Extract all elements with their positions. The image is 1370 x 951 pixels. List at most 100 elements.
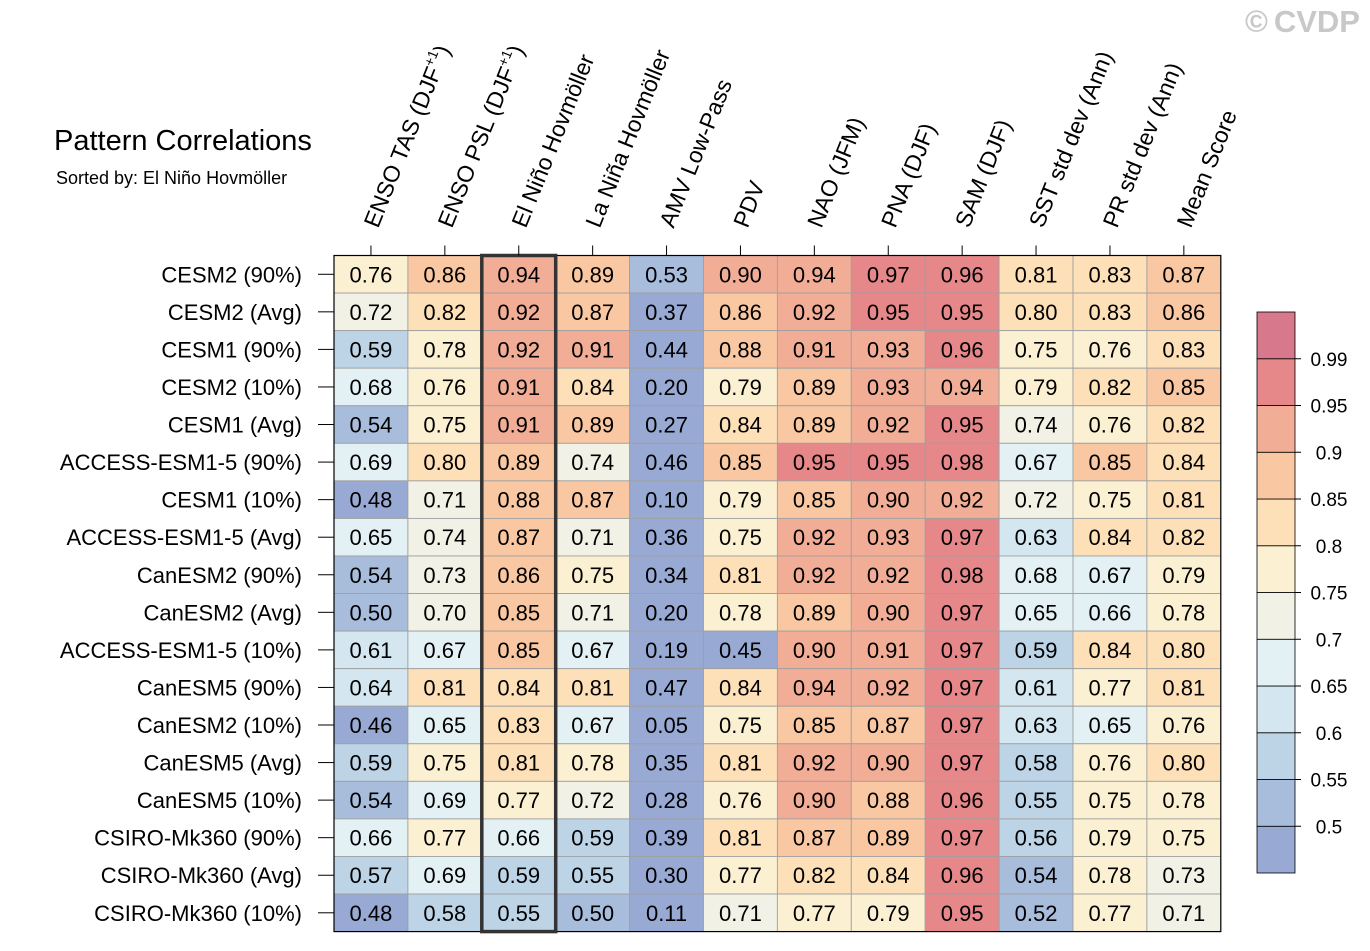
cell-value-label: 0.54 [1015,863,1058,888]
cell-value-label: 0.84 [867,863,910,888]
cell-value-label: 0.79 [867,901,910,926]
heatmap-cell [1146,818,1222,857]
heatmap-cell [998,330,1074,369]
colorbar-swatch [1256,405,1296,453]
cell-value-label: 0.81 [1015,262,1058,287]
column-label: PDV [728,177,770,231]
chart-title: Pattern Correlations [54,125,312,157]
cell-value-label: 0.97 [941,675,984,700]
cell-value-label: 0.80 [1162,638,1205,663]
cell-value-label: 0.44 [645,337,688,362]
heatmap-cell [850,705,926,745]
heatmap-cell [1146,705,1222,745]
cell-value-label: 0.34 [645,563,688,588]
heatmap-cell [924,593,1000,632]
cell-value-label: 0.85 [793,488,836,513]
heatmap-cell [703,292,778,332]
column-label: NAO (JFM) [802,113,870,231]
cell-value-label: 0.81 [571,675,614,700]
cell-value-label: 0.39 [645,826,688,851]
cell-value-label: 0.96 [941,788,984,813]
cell-value-label: 0.86 [423,262,466,287]
cell-value-label: 0.81 [497,751,540,776]
heatmap-cell [555,705,631,745]
heatmap-cell [776,630,852,670]
heatmap-cell [481,292,557,332]
cell-value-label: 0.76 [423,375,466,400]
heatmap-cell [924,893,1000,933]
heatmap-cell [407,668,483,707]
heatmap-cell [555,743,631,782]
cell-value-label: 0.92 [867,563,910,588]
heatmap-cell [629,593,704,632]
cell-value-label: 0.92 [793,751,836,776]
cell-value-label: 0.88 [497,488,540,513]
cell-value-label: 0.96 [941,337,984,362]
row-labels: CESM2 (90%) CESM2 (Avg) CESM1 (90%) CESM2 (… [60,262,334,926]
heatmap-cell [481,743,557,782]
cell-value-label: 0.97 [867,262,910,287]
heatmap-cell [407,593,483,632]
heatmap-cell [776,818,852,857]
cell-value-label: 0.78 [719,600,762,625]
cell-value-label: 0.95 [867,300,910,325]
heatmap-cell [703,668,778,707]
row-label: CanESM2 (10%) [137,713,302,738]
column-labels: ENSO TAS (DJF+1)ENSO PSL (DJF+1)El Niño … [358,41,1242,256]
cell-value-label: 0.90 [793,788,836,813]
cell-value-label: 0.85 [497,638,540,663]
colorbar-swatch [1256,825,1296,874]
heatmap-cell [703,593,778,632]
heatmap-cell [703,442,778,482]
heatmap-cell [555,593,631,632]
heatmap-cell [407,630,483,670]
cell-value-label: 0.77 [1089,901,1132,926]
heatmap-cell [407,330,483,369]
heatmap-cell [555,405,631,444]
cell-value-label: 0.85 [1162,375,1205,400]
cell-value-label: 0.67 [571,713,614,738]
cell-value-label: 0.81 [719,826,762,851]
heatmap-cell [850,668,926,707]
cell-value-label: 0.76 [719,788,762,813]
cell-value-label: 0.87 [497,525,540,550]
cell-value-label: 0.90 [793,638,836,663]
cell-value-label: 0.59 [571,826,614,851]
heatmap-cell [776,743,852,782]
cell-value-label: 0.95 [941,413,984,438]
cell-value-label: 0.91 [793,337,836,362]
cell-value-label: 0.79 [719,375,762,400]
heatmap-cell [629,630,704,670]
cell-value-label: 0.84 [719,413,762,438]
cell-value-label: 0.79 [1162,563,1205,588]
column-label: SAM (DJF) [950,116,1017,231]
heatmap-cell [924,480,1000,519]
row-label: CanESM5 (10%) [137,788,302,813]
heatmap-cell [703,255,778,294]
heatmap-cell [481,517,557,557]
heatmap-cell [1146,555,1222,594]
heatmap-cell [1072,367,1148,407]
cell-value-label: 0.95 [941,300,984,325]
heatmap-cell [407,292,483,332]
cell-value-label: 0.92 [793,525,836,550]
cell-value-label: 0.58 [423,901,466,926]
heatmap-cell [407,743,483,782]
heatmap-cell [703,367,778,407]
heatmap-cell [776,893,852,933]
copyright-symbol: © [1245,4,1268,39]
cell-value-label: 0.75 [1089,488,1132,513]
column-label: El Niño Hovmöller [506,50,599,231]
row-label: ACCESS-ESM1-5 (Avg) [66,525,302,550]
cell-value-label: 0.71 [719,901,762,926]
heatmap-cell [850,255,926,294]
cell-value-label: 0.72 [571,788,614,813]
cell-value-label: 0.84 [719,675,762,700]
cell-value-label: 0.59 [350,337,393,362]
cell-value-label: 0.68 [1015,563,1058,588]
cell-value-label: 0.79 [1015,375,1058,400]
cell-value-label: 0.67 [571,638,614,663]
colorbar-swatch [1256,451,1296,500]
heatmap-cell [629,668,704,707]
